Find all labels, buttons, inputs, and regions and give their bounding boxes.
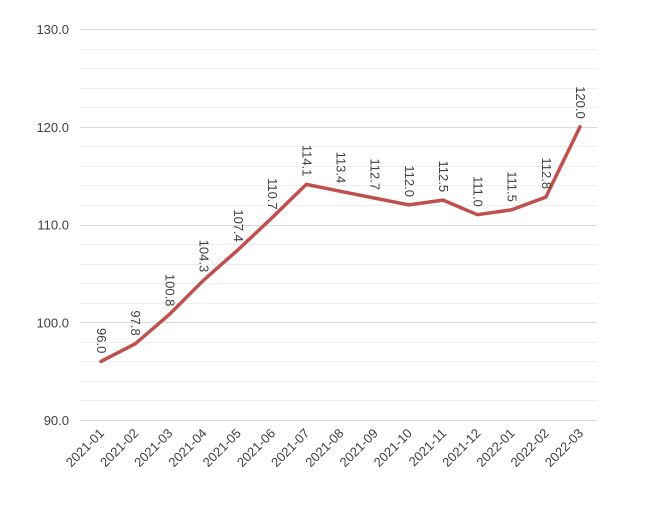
data-label: 104.3 <box>197 240 212 273</box>
x-axis-tick-labels: 2021-012021-022021-032021-042021-052021-… <box>63 426 586 470</box>
data-label: 110.7 <box>265 178 280 210</box>
data-label: 111.5 <box>505 171 520 202</box>
y-axis-tick-labels: 90.0 100.0 110.0 120.0 130.0 <box>36 22 69 428</box>
data-label: 100.8 <box>162 274 177 307</box>
data-label: 96.0 <box>94 328 109 353</box>
data-label: 112.0 <box>402 165 417 197</box>
y-tick-label: 110.0 <box>37 218 69 233</box>
y-tick-label: 90.0 <box>44 413 69 428</box>
data-series <box>99 125 582 364</box>
y-tick-label: 100.0 <box>36 315 69 330</box>
data-label: 107.4 <box>231 209 246 242</box>
series-line <box>99 125 582 364</box>
grid-lines <box>80 29 597 421</box>
y-tick-label: 120.0 <box>36 120 69 135</box>
data-label: 120.0 <box>573 86 588 119</box>
data-label: 112.5 <box>436 160 451 192</box>
y-tick-label: 130.0 <box>36 22 69 37</box>
data-labels: 96.0 97.8 100.8 104.3 107.4 110.7 114.1 113.4 11… <box>94 86 588 353</box>
x-tick-label: 2021-10 <box>371 426 415 470</box>
data-label: 114.1 <box>299 145 314 177</box>
data-label: 112.8 <box>539 158 554 190</box>
x-tick-label: 2022-03 <box>542 426 586 470</box>
data-label: 97.8 <box>128 310 143 335</box>
data-label: 111.0 <box>470 176 485 207</box>
data-label: 112.7 <box>368 159 383 191</box>
data-label: 113.4 <box>334 152 349 184</box>
